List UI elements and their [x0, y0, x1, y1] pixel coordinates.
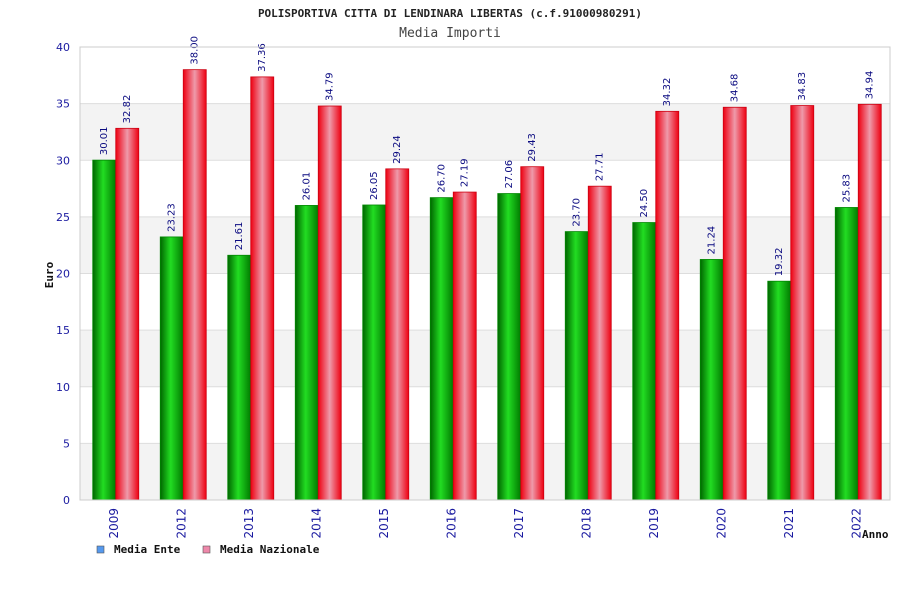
grid-band	[80, 47, 890, 104]
bar-media-ente	[227, 254, 252, 501]
y-tick-label: 40	[56, 41, 70, 54]
axes: 0 5 10 15 20 25 30 35 40 2009 2012 2013 2014 2015 2016…	[56, 41, 891, 539]
x-tick-label: 2021	[782, 508, 796, 539]
data-label: 26.01	[302, 172, 313, 201]
x-tick-label: 2020	[714, 508, 728, 539]
bar-media-ente	[92, 159, 117, 501]
x-tick-label: 2015	[377, 508, 391, 539]
data-label: 21.61	[234, 222, 245, 251]
bars	[92, 69, 882, 501]
data-label: 27.19	[460, 158, 471, 187]
data-label: 23.70	[572, 198, 583, 227]
plot-frame	[79, 46, 891, 501]
grid	[80, 46, 890, 501]
bar-media-nazionale	[520, 166, 545, 501]
data-label: 34.94	[865, 71, 876, 100]
legend-label-media-ente: Media Ente	[114, 543, 181, 556]
y-tick-label: 15	[56, 324, 70, 337]
bar-media-ente	[362, 204, 387, 501]
data-label: 26.70	[437, 164, 448, 193]
bar-media-ente	[767, 280, 792, 501]
x-tick-label: 2019	[647, 508, 661, 539]
bar-media-ente	[159, 236, 184, 501]
x-tick-label: 2017	[512, 508, 526, 539]
grid-band	[80, 386, 890, 444]
grid-band	[80, 103, 890, 161]
bar-media-ente	[564, 231, 589, 501]
data-label: 23.23	[167, 203, 178, 232]
bar-media-nazionale	[385, 168, 410, 501]
bar-media-ente	[632, 222, 657, 501]
data-label: 27.71	[595, 153, 606, 182]
bar-media-nazionale	[115, 127, 140, 501]
data-labels: 30.01 32.82 23.23 38.00 21.61 37.36 26.01 34.79…	[99, 36, 876, 276]
x-tick-label: 2012	[174, 508, 188, 539]
data-label: 26.05	[369, 171, 380, 200]
grid-band	[80, 216, 890, 274]
data-label: 34.83	[797, 72, 808, 101]
y-tick-label: 10	[56, 381, 70, 394]
grid-band	[80, 443, 890, 500]
data-label: 34.32	[662, 78, 673, 107]
x-tick-label: 2009	[107, 508, 121, 539]
x-tick-label: 2022	[849, 508, 863, 539]
chart-title: POLISPORTIVA CITTA DI LENDINARA LIBERTAS…	[258, 7, 642, 20]
bar-media-nazionale	[452, 191, 477, 501]
y-axis-label: Euro	[43, 261, 56, 288]
data-label: 38.00	[190, 36, 201, 65]
legend-swatch-media-nazionale	[202, 545, 211, 554]
grid-band	[80, 273, 890, 331]
data-label: 21.24	[707, 226, 718, 255]
data-label: 37.36	[257, 43, 268, 72]
bar-media-nazionale	[250, 76, 275, 501]
chart-subtitle: Media Importi	[399, 26, 501, 41]
bar-media-nazionale	[317, 105, 342, 501]
bar-media-ente	[834, 207, 859, 501]
data-label: 27.06	[504, 160, 515, 189]
data-label: 34.68	[730, 74, 741, 103]
bar-media-nazionale	[857, 103, 882, 501]
x-tick-label: 2014	[309, 508, 323, 539]
legend: Media Ente Media Nazionale	[96, 543, 320, 556]
bar-media-nazionale	[722, 106, 747, 501]
grid-band	[80, 330, 890, 387]
legend-label-media-nazionale: Media Nazionale	[220, 543, 320, 556]
bar-media-ente	[497, 193, 522, 501]
data-label: 25.83	[842, 174, 853, 203]
bar-media-ente	[699, 259, 724, 501]
y-tick-label: 30	[56, 154, 70, 167]
y-tick-label: 25	[56, 211, 70, 224]
x-axis-label: Anno	[862, 528, 889, 541]
data-label: 19.32	[774, 248, 785, 277]
x-tick-label: 2013	[242, 508, 256, 539]
bar-media-nazionale	[587, 185, 612, 501]
x-tick-label: 2016	[444, 508, 458, 539]
bar-media-ente	[429, 197, 454, 501]
data-label: 30.01	[99, 126, 110, 155]
x-tick-label: 2018	[579, 508, 593, 539]
y-tick-label: 5	[63, 437, 70, 450]
bar-media-nazionale	[182, 69, 207, 501]
bar-media-nazionale	[790, 105, 815, 501]
data-label: 34.79	[325, 72, 336, 101]
legend-swatch-media-ente	[96, 545, 105, 554]
data-label: 32.82	[122, 95, 133, 124]
y-tick-label: 20	[56, 268, 70, 281]
grid-band	[80, 160, 890, 217]
bar-media-ente	[294, 205, 319, 501]
bar-media-nazionale	[655, 110, 680, 501]
data-label: 29.43	[527, 133, 538, 162]
data-label: 24.50	[639, 189, 650, 218]
y-tick-label: 0	[63, 494, 70, 507]
data-label: 29.24	[392, 135, 403, 164]
y-tick-label: 35	[56, 98, 70, 111]
